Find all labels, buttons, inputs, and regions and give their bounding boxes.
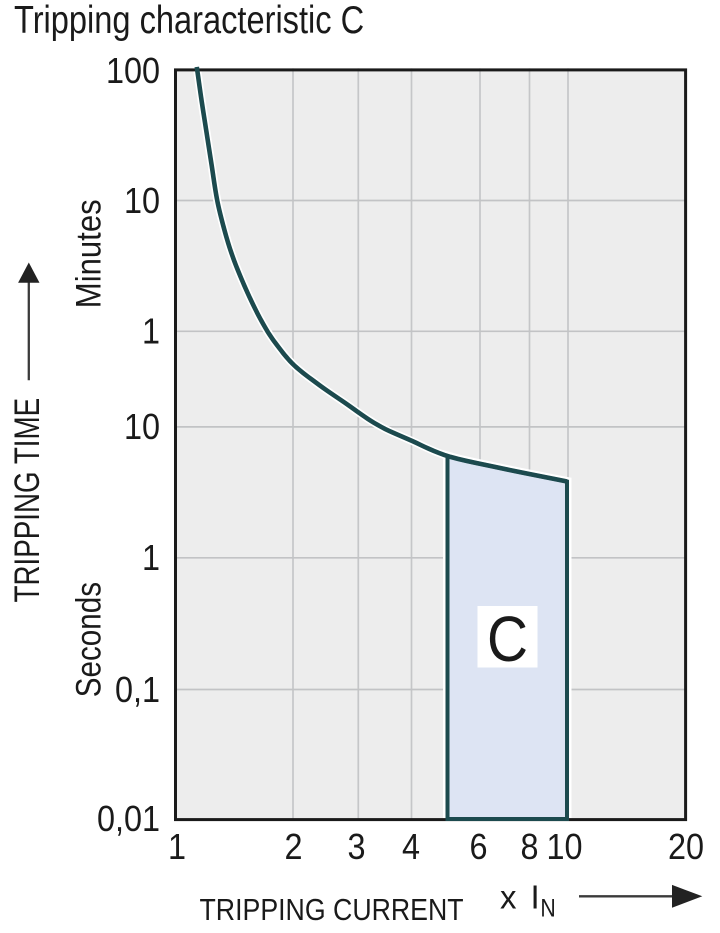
svg-text:100: 100 [106, 51, 160, 91]
svg-text:0,1: 0,1 [115, 670, 160, 710]
svg-text:2: 2 [284, 827, 302, 867]
svg-text:Seconds: Seconds [68, 582, 108, 697]
svg-text:20: 20 [668, 827, 704, 867]
svg-text:10: 10 [124, 408, 160, 448]
svg-text:Minutes: Minutes [70, 199, 109, 308]
svg-text:1: 1 [168, 827, 186, 867]
svg-text:8: 8 [520, 827, 538, 867]
svg-text:I: I [531, 878, 540, 915]
svg-text:1: 1 [142, 539, 160, 579]
svg-text:Tripping characteristic C: Tripping characteristic C [14, 0, 364, 42]
svg-text:6: 6 [469, 827, 487, 867]
svg-text:1: 1 [142, 312, 160, 352]
svg-text:3: 3 [347, 827, 365, 867]
svg-text:N: N [540, 894, 555, 922]
svg-text:x: x [500, 879, 517, 916]
svg-text:10: 10 [546, 827, 582, 867]
svg-text:TRIPPING CURRENT: TRIPPING CURRENT [200, 894, 464, 928]
svg-text:C: C [487, 603, 528, 675]
svg-text:0,01: 0,01 [97, 799, 160, 839]
svg-text:10: 10 [124, 181, 160, 221]
svg-text:4: 4 [402, 827, 420, 867]
svg-text:TRIPPING TIME: TRIPPING TIME [7, 398, 47, 603]
